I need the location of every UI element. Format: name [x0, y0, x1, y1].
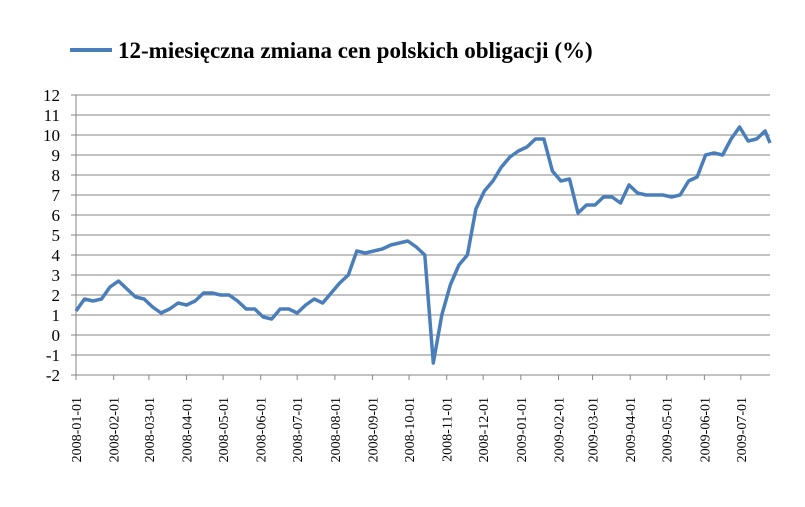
x-tick-label: 2009-03-01	[587, 397, 602, 462]
x-tick-label: 2009-07-01	[735, 397, 750, 462]
y-tick-label: 5	[52, 226, 61, 245]
y-tick-label: 12	[43, 86, 60, 105]
y-tick-label: 1	[52, 306, 61, 325]
x-tick-label: 2009-01-01	[515, 397, 530, 462]
x-tick-label: 2008-07-01	[291, 397, 306, 462]
x-tick-label: 2008-12-01	[477, 397, 492, 462]
legend-label: 12-miesięczna zmiana cen polskich obliga…	[118, 38, 593, 63]
y-tick-label: 7	[52, 186, 61, 205]
y-tick-label: 11	[44, 106, 60, 125]
y-tick-label: 0	[52, 326, 61, 345]
x-tick-label: 2008-06-01	[255, 397, 270, 462]
x-tick-label: 2008-10-01	[403, 397, 418, 462]
x-tick-label: 2008-08-01	[329, 397, 344, 462]
y-tick-label: -1	[46, 346, 60, 365]
x-tick-label: 2009-05-01	[661, 397, 676, 462]
y-tick-label: 10	[43, 126, 60, 145]
x-tick-label: 2008-01-01	[70, 397, 85, 462]
x-tick-label: 2008-04-01	[181, 397, 196, 462]
x-tick-label: 2008-03-01	[143, 397, 158, 462]
y-tick-label: 3	[52, 266, 61, 285]
y-tick-label: 6	[52, 206, 61, 225]
x-tick-label: 2009-06-01	[698, 397, 713, 462]
y-tick-label: 8	[52, 166, 61, 185]
data-line	[74, 125, 772, 365]
y-tick-label: 9	[52, 146, 61, 165]
x-tick-label: 2009-04-01	[624, 397, 639, 462]
y-tick-label: -2	[46, 366, 60, 385]
y-tick-label: 4	[52, 246, 61, 265]
x-tick-label: 2009-02-01	[553, 397, 568, 462]
x-tick-label: 2008-09-01	[367, 397, 382, 462]
x-tick-label: 2008-05-01	[217, 397, 232, 462]
x-tick-label: 2008-02-01	[108, 397, 123, 462]
x-tick-label: 2008-11-01	[441, 397, 456, 462]
y-tick-label: 2	[52, 286, 61, 305]
